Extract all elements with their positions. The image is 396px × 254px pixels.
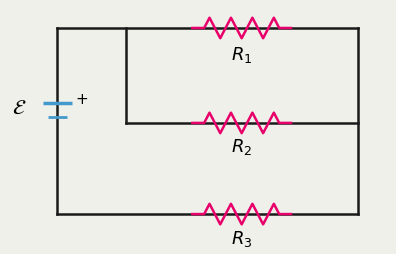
Text: $R_2$: $R_2$ [231,137,252,157]
Text: $R_3$: $R_3$ [231,229,252,248]
Text: +: + [75,92,88,107]
Text: $\mathcal{E}$: $\mathcal{E}$ [12,99,27,118]
Text: $R_1$: $R_1$ [231,45,252,65]
